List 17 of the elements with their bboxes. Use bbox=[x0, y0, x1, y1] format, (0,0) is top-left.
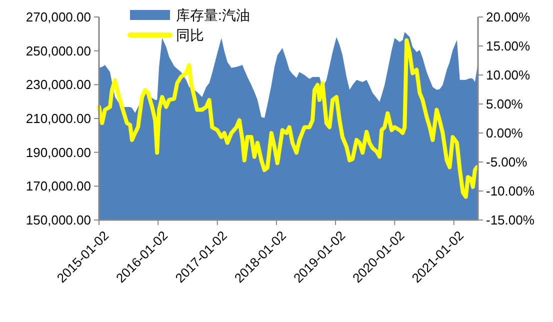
y2-tick-label: 0.00% bbox=[486, 126, 524, 141]
y2-tick-label: -10.00% bbox=[486, 184, 535, 199]
y2-tick-label: -5.00% bbox=[486, 154, 528, 170]
y2-tick-label: 20.00% bbox=[486, 10, 531, 25]
y-tick-label: 150,000.00 bbox=[26, 212, 91, 228]
y-tick-label: 190,000.00 bbox=[26, 144, 91, 160]
y-tick-label: 250,000.00 bbox=[26, 43, 91, 58]
legend-label: 库存量:汽油 bbox=[176, 6, 250, 23]
y-tick-label: 170,000.00 bbox=[26, 178, 91, 194]
legend-label: 同比 bbox=[176, 26, 204, 43]
y-tick-label: 230,000.00 bbox=[26, 77, 91, 92]
y2-tick-label: -15.00% bbox=[486, 212, 535, 228]
y2-tick-label: 10.00% bbox=[486, 68, 531, 83]
y2-tick-label: 15.00% bbox=[486, 38, 531, 54]
y-tick-label: 270,000.00 bbox=[26, 10, 91, 25]
y-tick-label: 210,000.00 bbox=[26, 111, 91, 126]
y2-tick-label: 5.00% bbox=[486, 96, 524, 112]
